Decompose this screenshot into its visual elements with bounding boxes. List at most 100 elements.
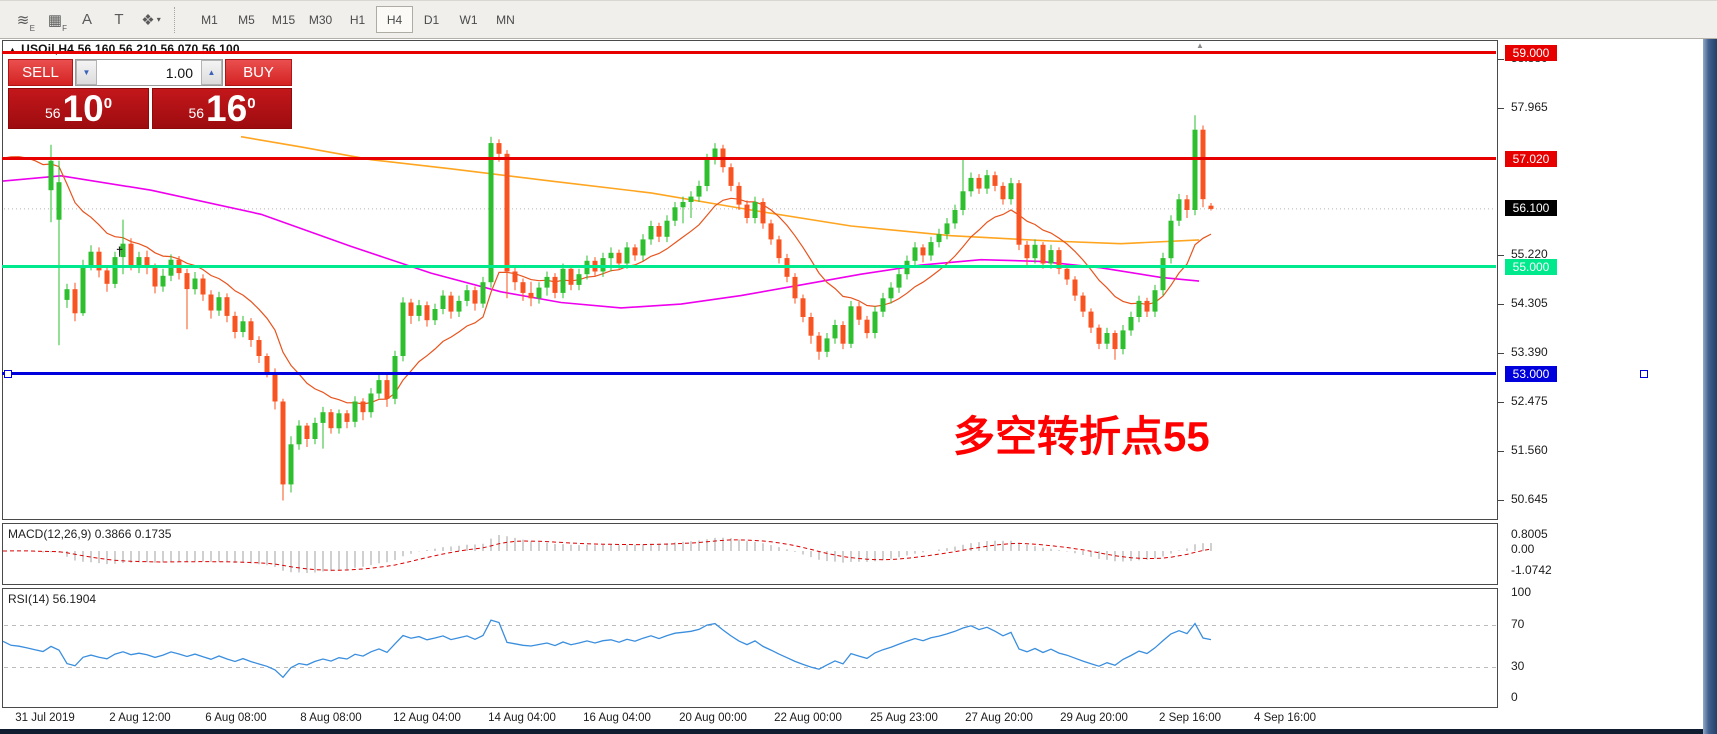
volume-increase-button[interactable]: ▲ bbox=[201, 60, 222, 85]
timeframe-button-d1[interactable]: D1 bbox=[423, 12, 440, 27]
price-tick-label: 55.220 bbox=[1511, 247, 1548, 261]
hline-handle[interactable] bbox=[4, 370, 12, 378]
candle-body bbox=[56, 182, 62, 220]
hline-handle[interactable] bbox=[1640, 370, 1648, 378]
candle-body bbox=[208, 294, 214, 311]
candle-body bbox=[568, 268, 574, 285]
rsi-axis-label: 70 bbox=[1511, 617, 1525, 631]
price-tick-dash bbox=[1498, 353, 1504, 354]
candle-body bbox=[752, 202, 758, 218]
candle-body bbox=[48, 160, 54, 191]
candle-body bbox=[288, 444, 294, 485]
price-tick-dash bbox=[1498, 304, 1504, 305]
candle-body bbox=[408, 302, 414, 316]
price-axis: 58.88057.96555.22054.30553.39052.47551.5… bbox=[1498, 40, 1703, 708]
candle-body bbox=[768, 223, 774, 240]
candle-body bbox=[296, 425, 302, 445]
candle-body bbox=[944, 223, 950, 235]
candle-body bbox=[1064, 268, 1070, 280]
candle-body bbox=[936, 234, 942, 243]
macd-label: MACD(12,26,9) 0.3866 0.1735 bbox=[8, 527, 172, 541]
candle-body bbox=[392, 356, 398, 399]
rsi-axis-label: 30 bbox=[1511, 659, 1525, 673]
candle-body bbox=[64, 289, 70, 300]
candle-body bbox=[120, 243, 126, 258]
sell-price-display[interactable]: 56 10 0 bbox=[8, 88, 149, 129]
sell-price-small: 56 bbox=[44, 105, 61, 121]
candle-body bbox=[224, 297, 230, 316]
buy-button[interactable]: BUY bbox=[225, 59, 292, 86]
textbox-icon[interactable]: T bbox=[114, 11, 124, 28]
volume-decrease-button[interactable]: ▼ bbox=[76, 60, 97, 85]
candle-body bbox=[552, 276, 558, 293]
candle-body bbox=[152, 267, 158, 287]
candle-body bbox=[704, 159, 710, 186]
timeframe-button-mn[interactable]: MN bbox=[496, 12, 515, 27]
volume-input[interactable]: 1.00 bbox=[165, 64, 193, 81]
ma-fast-line bbox=[3, 156, 1212, 405]
candle-body bbox=[1008, 183, 1014, 200]
candle-body bbox=[240, 321, 246, 332]
candle-body bbox=[456, 300, 462, 312]
time-axis-label: 6 Aug 08:00 bbox=[205, 712, 267, 724]
rsi-label: RSI(14) 56.1904 bbox=[8, 592, 97, 606]
chart-text-annotation[interactable]: 多空转折点55 bbox=[953, 413, 1210, 460]
candle-body bbox=[480, 282, 486, 304]
timeframe-button-h1[interactable]: H1 bbox=[349, 12, 366, 27]
candle-body bbox=[96, 251, 102, 271]
candle-body bbox=[672, 207, 678, 221]
candle-body bbox=[360, 401, 366, 413]
horizontal-line-55[interactable] bbox=[2, 265, 1496, 268]
chart-shift-marker-icon[interactable]: ▲ bbox=[1196, 41, 1204, 50]
candle-body bbox=[888, 287, 894, 299]
time-axis-label: 16 Aug 04:00 bbox=[583, 712, 651, 724]
horizontal-line-59[interactable] bbox=[2, 51, 1496, 54]
candle-body bbox=[600, 258, 606, 272]
timeframe-button-m30[interactable]: M30 bbox=[308, 12, 333, 27]
candle-body bbox=[1088, 311, 1094, 328]
candle-body bbox=[664, 220, 670, 237]
buy-price-display[interactable]: 56 16 0 bbox=[152, 88, 292, 129]
price-tick-label: 57.965 bbox=[1511, 100, 1548, 114]
candle-body bbox=[1040, 244, 1046, 264]
toolbar: ≋ E ▦ F A T ❖ ▾ M1 M5 M15 M30 H1 H4 D1 W1 MN bbox=[0, 0, 1717, 39]
time-axis-label: 20 Aug 00:00 bbox=[679, 712, 747, 724]
candle-body bbox=[336, 413, 342, 429]
window-frame-bottom bbox=[0, 729, 1703, 734]
candle-body bbox=[1160, 258, 1166, 291]
grid-icon[interactable]: ▦ F bbox=[47, 11, 67, 34]
horizontal-line-53[interactable] bbox=[2, 372, 1496, 375]
sell-button[interactable]: SELL bbox=[8, 59, 73, 86]
price-tick-dash bbox=[1498, 402, 1504, 403]
timeframe-button-m15[interactable]: M15 bbox=[271, 12, 296, 27]
indicators-icon[interactable]: ≋ E bbox=[16, 11, 35, 34]
sell-price-sup: 0 bbox=[103, 95, 113, 112]
cross-marker-icon[interactable]: † bbox=[116, 244, 124, 259]
price-tick-dash bbox=[1498, 59, 1504, 60]
timeframe-button-m1[interactable]: M1 bbox=[201, 12, 218, 27]
candle-body bbox=[128, 243, 134, 266]
candle-body bbox=[504, 153, 510, 272]
timeframe-button-m5[interactable]: M5 bbox=[238, 12, 255, 27]
candle-body bbox=[312, 422, 318, 439]
text-label-icon[interactable]: A bbox=[81, 11, 92, 28]
time-axis-label: 8 Aug 08:00 bbox=[300, 712, 362, 724]
timeframe-button-h4[interactable]: H4 bbox=[376, 6, 413, 33]
candle-body bbox=[1176, 199, 1182, 221]
candle-body bbox=[256, 340, 262, 356]
price-tick-label: 53.390 bbox=[1511, 345, 1548, 359]
timeframe-button-w1[interactable]: W1 bbox=[459, 12, 478, 27]
candle-body bbox=[744, 204, 750, 218]
candle-body bbox=[464, 290, 470, 301]
time-axis-label: 2 Sep 16:00 bbox=[1158, 712, 1222, 724]
candle-body bbox=[960, 191, 966, 210]
buy-price-sup: 0 bbox=[247, 95, 256, 112]
candle-body bbox=[496, 143, 502, 154]
candle-body bbox=[448, 295, 454, 312]
horizontal-line-57.02[interactable] bbox=[2, 157, 1496, 160]
candle-body bbox=[1120, 330, 1126, 350]
candle-body bbox=[696, 185, 702, 197]
candle-body bbox=[192, 278, 198, 290]
cursor-mode-icon[interactable]: ❖ ▾ bbox=[141, 11, 161, 29]
candle-body bbox=[608, 252, 614, 259]
